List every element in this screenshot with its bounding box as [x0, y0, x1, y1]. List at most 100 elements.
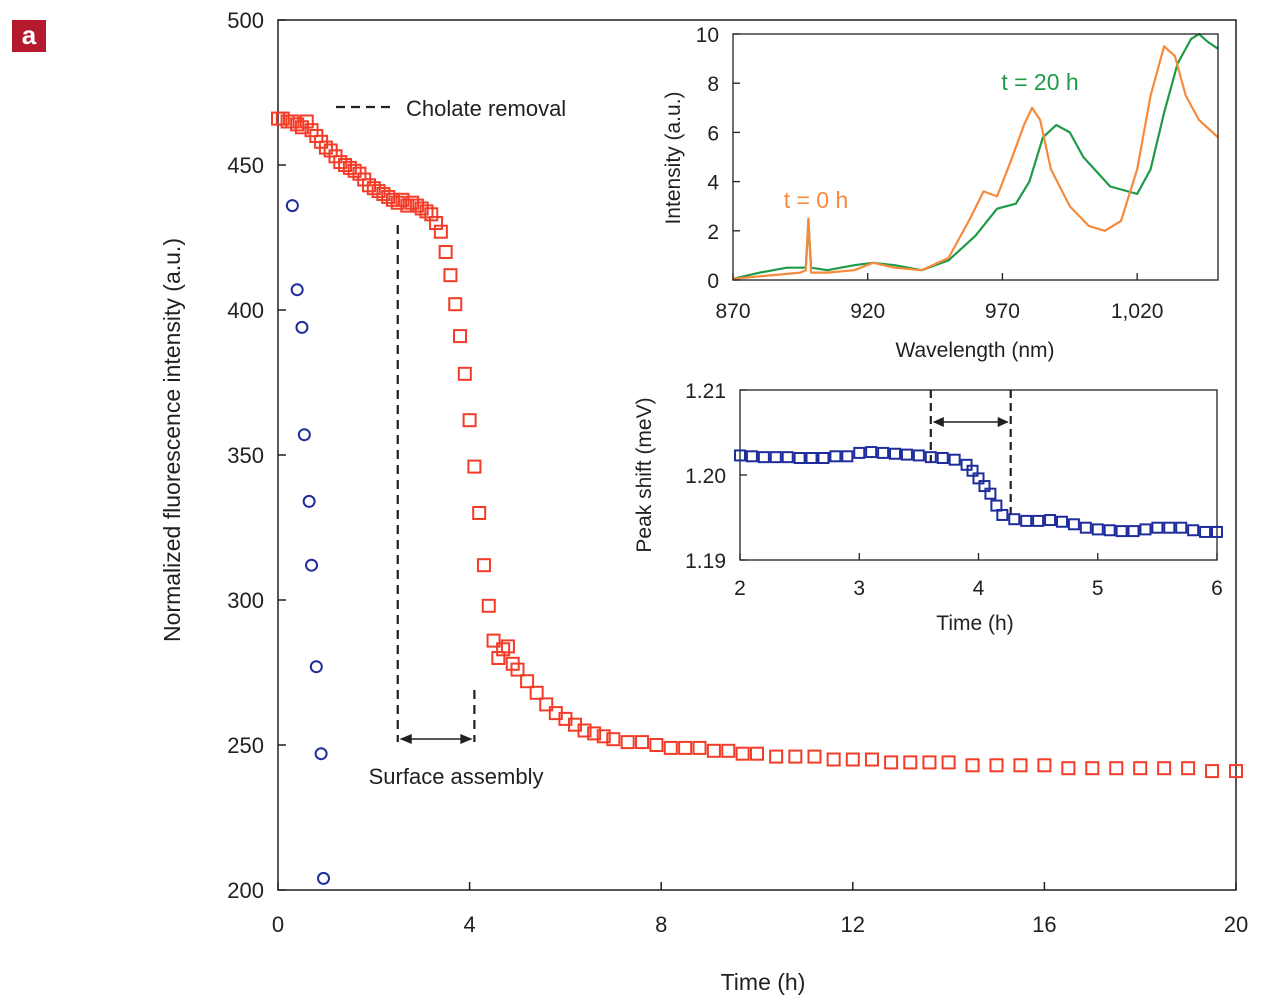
data-point-square: [400, 198, 415, 213]
data-point-square: [275, 111, 290, 126]
x-tick-label: 6: [1211, 577, 1223, 600]
y-tick-label: 200: [227, 878, 264, 903]
data-point-square: [520, 674, 535, 689]
data-point-square: [1008, 513, 1021, 526]
data-point-square: [433, 224, 448, 239]
data-point-square: [845, 752, 860, 767]
data-point-square: [1055, 515, 1068, 528]
data-point-square: [649, 738, 664, 752]
data-point-square: [889, 447, 902, 460]
y-tick-label: 6: [707, 122, 719, 145]
spectrum-ticks: 870 920 970 1,020 0 2 4 6 8 10: [696, 24, 1164, 323]
data-point-square: [457, 366, 472, 381]
x-tick-label: 20: [1224, 912, 1248, 937]
data-point-square: [805, 452, 818, 464]
x-tick-label: 4: [973, 577, 985, 600]
x-tick-label: 16: [1032, 912, 1056, 937]
x-tick-label: 0: [272, 912, 284, 937]
data-point-square: [735, 746, 750, 761]
y-tick-label: 450: [227, 153, 264, 178]
spectrum-lines: [732, 32, 1219, 280]
data-point-square: [1187, 524, 1200, 537]
x-tick-label: 870: [715, 300, 750, 323]
data-point-square: [781, 451, 794, 464]
x-tick-label: 4: [463, 912, 475, 937]
peak-shift-inset: 2 3 4 5 6 1.19 1.20 1.21 Time (h) Peak shift (m…: [633, 380, 1223, 635]
data-point-square: [877, 446, 890, 459]
peak-shift-y-axis-label: Peak shift (meV): [633, 397, 656, 552]
data-point-square: [539, 697, 554, 712]
x-tick-label: 970: [985, 300, 1020, 323]
data-point-square: [587, 726, 602, 741]
peak-shift-x-axis-label: Time (h): [936, 612, 1013, 635]
data-point-square: [826, 752, 841, 767]
data-point-square: [922, 755, 937, 770]
data-point-square: [1181, 761, 1196, 776]
data-point-square: [448, 297, 463, 312]
data-point-circle: [302, 494, 316, 508]
spectrum-line-0h: [732, 45, 1219, 280]
data-point-square: [663, 740, 678, 755]
data-point-square: [912, 449, 925, 462]
data-point-square: [793, 452, 806, 464]
data-point-square: [750, 746, 764, 761]
data-point-square: [1199, 525, 1212, 538]
data-point-square: [1229, 764, 1243, 779]
data-point-circle: [295, 320, 309, 334]
data-point-square: [706, 743, 721, 758]
data-point-square: [1115, 525, 1128, 538]
data-point-square: [769, 451, 782, 464]
data-point-square: [419, 204, 434, 219]
data-point-square: [385, 192, 400, 207]
data-point-square: [1091, 523, 1104, 536]
data-point-square: [1211, 525, 1223, 538]
data-point-circle: [285, 199, 299, 213]
data-point-square: [467, 459, 482, 474]
interval-arrow-head-left: [932, 417, 944, 427]
data-point-square: [347, 163, 362, 178]
data-point-square: [1139, 523, 1152, 536]
y-tick-label: 1.21: [685, 380, 726, 403]
data-point-square: [984, 487, 997, 500]
data-point-square: [1133, 761, 1148, 776]
data-point-square: [757, 451, 770, 464]
data-point-square: [1061, 761, 1076, 776]
x-tick-label: 2: [734, 577, 746, 600]
data-point-square: [948, 453, 961, 466]
data-point-square: [996, 508, 1009, 521]
data-point-square: [841, 450, 854, 463]
data-point-square: [903, 755, 918, 770]
spectrum-label-20h: t = 20 h: [1001, 69, 1078, 95]
data-point-square: [429, 216, 444, 230]
data-point-square: [1079, 521, 1092, 534]
data-point-square: [1175, 521, 1188, 534]
interval-arrow-head-right: [997, 417, 1009, 427]
data-point-square: [462, 413, 477, 428]
data-point-square: [936, 452, 949, 464]
y-tick-label: 350: [227, 443, 264, 468]
data-point-square: [491, 651, 506, 665]
data-point-square: [606, 732, 621, 747]
data-point-square: [299, 114, 314, 129]
data-point-square: [769, 749, 784, 764]
data-point-square: [900, 448, 913, 461]
assembly-arrow-head-right: [460, 734, 473, 744]
data-point-circle: [314, 747, 328, 761]
main-y-axis-label: Normalized fluorescence intensity (a.u.): [159, 238, 185, 642]
main-series-circles: [285, 199, 331, 885]
y-tick-label: 300: [227, 588, 264, 613]
data-point-square: [481, 598, 496, 613]
data-point-square: [721, 743, 736, 758]
data-point-square: [1013, 758, 1028, 773]
main-annotations: Cholate removal Surface assembly: [336, 96, 566, 789]
data-point-circle: [317, 871, 331, 885]
data-point-square: [318, 140, 333, 155]
data-point-square: [390, 195, 405, 210]
data-point-square: [424, 207, 439, 222]
data-point-square: [496, 642, 511, 657]
y-tick-label: 400: [227, 298, 264, 323]
assembly-arrow-head-left: [399, 734, 412, 744]
data-point-square: [1044, 514, 1057, 527]
spectrum-inset: 870 920 970 1,020 0 2 4 6 8 10 t = 0 h t = 20 h W…: [662, 24, 1219, 362]
